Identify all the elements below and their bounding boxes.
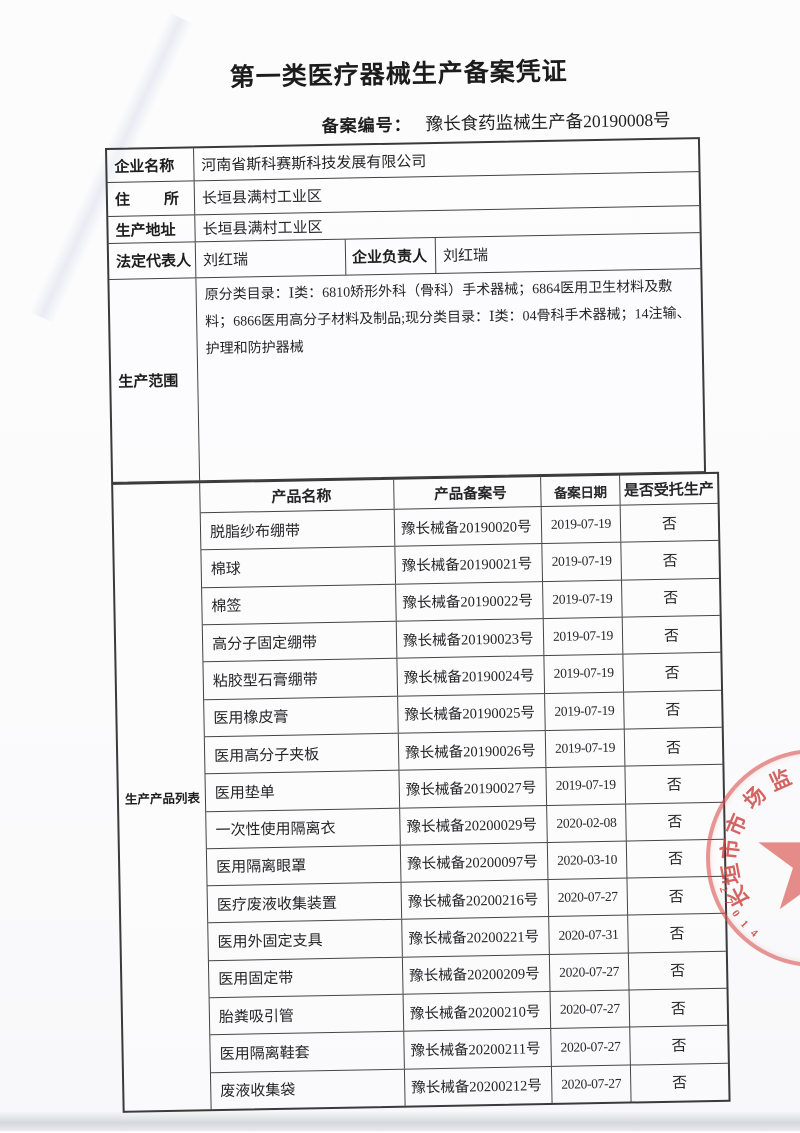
product-name-cell: 棉球 (201, 547, 397, 587)
product-list-body: 产品名称 产品备案号 备案日期 是否受托生产 脱脂纱布绷带 豫长械备201900… (200, 473, 729, 1110)
record-date-cell: 2020-07-27 (551, 1065, 632, 1103)
record-date-cell: 2020-02-08 (547, 804, 627, 842)
product-record-no-cell: 豫长械备20200221号 (402, 917, 550, 957)
record-number-line: 备案编号： 豫长食药监械生产备20190008号 (321, 106, 670, 138)
product-record-no-cell: 豫长械备20200212号 (404, 1066, 553, 1106)
page-title: 第一类医疗器械生产备案凭证 (229, 58, 568, 92)
company-manager-label: 企业负责人 (345, 237, 437, 275)
product-record-no-cell: 豫长械备20200211号 (404, 1029, 552, 1069)
product-record-no-cell: 豫长械备20200210号 (403, 992, 552, 1032)
product-record-no-cell: 豫长械备20190020号 (394, 507, 543, 547)
company-name-label: 企业名称 (107, 148, 195, 182)
record-date-cell: 2020-07-27 (551, 1027, 631, 1066)
consigned-production-cell: 否 (664, 665, 680, 682)
legal-representative-value: 刘红瑞 (195, 239, 347, 278)
consigned-production-cell: 否 (671, 1038, 687, 1055)
company-info-table: 企业名称 河南省斯科赛斯科技发展有限公司 住 所 长垣县满村工业区 生产地址 长… (105, 137, 707, 484)
product-record-no-cell: 豫长械备20190021号 (395, 544, 544, 584)
product-record-no-cell: 豫长械备20200097号 (400, 842, 549, 882)
product-name-cell: 医用固定带 (208, 957, 404, 998)
product-name-cell: 脱脂纱布绷带 (200, 509, 396, 550)
residence-label-char: 所 (163, 191, 180, 208)
product-name-cell: 胎粪吸引管 (209, 994, 405, 1035)
production-scope-row: 生产范围 原分类目录：Ⅰ类：6810矫形外科（骨科）手术器械；6864医用卫生材… (109, 269, 704, 482)
product-name-cell: 高分子固定绷带 (202, 621, 398, 662)
product-record-no-cell: 豫长械备20190024号 (397, 656, 546, 696)
consigned-production-cell: 否 (663, 628, 680, 645)
product-rows: 脱脂纱布绷带 豫长械备20190020号 2019-07-19 否 棉球 豫长械… (200, 503, 729, 1110)
consigned-production-cell: 否 (665, 702, 681, 720)
consigned-production-cell: 否 (665, 740, 682, 757)
consigned-production-cell: 否 (667, 814, 683, 831)
product-name-cell: 医用外固定支具 (208, 920, 403, 960)
record-date-cell: 2020-07-27 (548, 878, 629, 917)
consigned-production-cell: 否 (670, 963, 686, 981)
record-date-cell: 2019-07-19 (545, 729, 626, 768)
header-record-date: 备案日期 (541, 475, 621, 507)
product-name-cell: 粘胶型石膏绷带 (203, 658, 399, 699)
product-name-cell: 一次性使用隔离衣 (206, 808, 401, 849)
record-date-cell: 2019-07-19 (546, 766, 627, 805)
consigned-production-cell: 否 (666, 777, 682, 794)
consigned-production-cell: 否 (667, 851, 684, 869)
residence-label-char: 住 (114, 192, 131, 209)
record-number-value: 豫长食药监械生产备20190008号 (425, 109, 671, 135)
legal-representative-label: 法定代表人 (108, 242, 197, 279)
product-name-cell: 医用隔离鞋套 (210, 1032, 405, 1072)
header-product-record-no: 产品备案号 (394, 477, 542, 509)
product-name-cell: 医用高分子夹板 (204, 733, 400, 774)
production-scope-value: 原分类目录：Ⅰ类：6810矫形外科（骨科）手术器械；6864医用卫生材料及敷料；… (204, 279, 691, 358)
record-number-label: 备案编号： (321, 115, 412, 137)
product-record-no-cell: 豫长械备20190022号 (396, 581, 544, 621)
product-list-table: 生产产品列表 产品名称 产品备案号 备案日期 是否受托生产 脱脂纱布绷带 豫长械… (111, 471, 731, 1113)
product-name-cell: 棉签 (202, 584, 397, 625)
product-name-cell: 医用隔离眼罩 (206, 845, 402, 886)
company-manager-value: 刘红瑞 (442, 247, 489, 265)
product-list-section-label: 生产产品列表 (113, 483, 212, 1111)
product-record-no-cell: 豫长械备20200216号 (401, 880, 550, 920)
record-date-cell: 2019-07-19 (544, 654, 625, 693)
record-date-cell: 2019-07-19 (543, 617, 624, 656)
consigned-production-cell: 否 (670, 1001, 687, 1018)
record-date-cell: 2020-03-10 (547, 841, 628, 880)
record-date-cell: 2019-07-19 (545, 692, 625, 730)
product-name-cell: 医疗废液收集装置 (207, 882, 403, 923)
consigned-production-cell: 否 (672, 1075, 688, 1093)
record-date-cell: 2019-07-19 (542, 542, 622, 581)
scan-edge-shadow (0, 1111, 800, 1131)
product-record-no-cell: 豫长械备20200029号 (400, 805, 548, 845)
product-record-no-cell: 豫长械备20190025号 (398, 693, 546, 733)
product-name-cell: 医用垫单 (205, 770, 401, 811)
consigned-production-cell: 否 (662, 553, 678, 570)
record-date-cell: 2020-07-31 (549, 915, 629, 954)
product-name-cell: 医用橡皮膏 (204, 696, 399, 737)
production-scope-label: 生产范围 (109, 278, 201, 482)
record-date-cell: 2020-07-27 (550, 990, 631, 1029)
consigned-production-cell: 否 (668, 889, 684, 906)
product-record-no-cell: 豫长械备20200209号 (402, 954, 551, 994)
consigned-production-cell: 否 (663, 590, 679, 608)
product-record-no-cell: 豫长械备20190023号 (396, 618, 545, 658)
consigned-production-cell: 否 (669, 926, 685, 943)
record-date-cell: 2019-07-19 (543, 580, 623, 618)
header-consigned-production: 是否受托生产 (623, 481, 715, 500)
record-date-cell: 2020-07-27 (549, 953, 630, 992)
product-record-no-cell: 豫长械备20190026号 (398, 730, 547, 770)
consigned-production-cell: 否 (661, 516, 678, 533)
record-date-cell: 2019-07-19 (541, 505, 622, 544)
product-record-no-cell: 豫长械备20190027号 (399, 768, 548, 808)
product-name-cell: 废液收集袋 (210, 1069, 406, 1110)
residence-label: 住 所 (107, 181, 196, 216)
production-address-label: 生产地址 (108, 215, 196, 243)
header-product-name: 产品名称 (200, 479, 395, 513)
